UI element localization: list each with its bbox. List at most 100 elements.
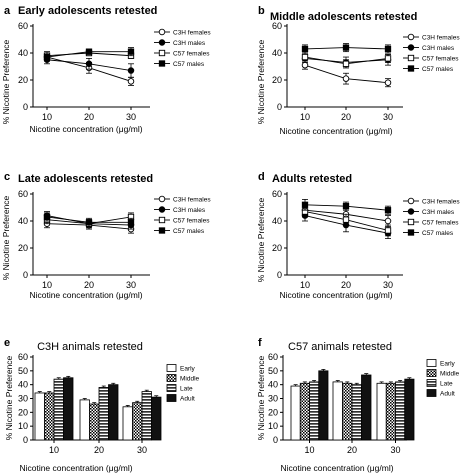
x-axis-label-c: Nicotine concentration (μg/ml) [29,290,142,300]
y-tick-label: 60 [272,21,282,31]
legend-label: Middle [180,375,200,382]
legend-swatch [166,374,177,382]
legend-marker [407,229,415,236]
panel-title-d: Adults retested [272,173,352,185]
legend-label: C3H females [422,198,460,205]
y-axis-label-f: % Nicotine Preference [256,355,266,440]
legend-label: Late [180,385,193,392]
panel-d: d Adults retested % Nicotine Preference … [256,171,460,300]
data-point [384,207,392,214]
legend-label: C3H males [422,45,455,52]
bar [385,382,396,441]
legend-swatch [166,394,177,402]
panel-a: a Early adolescents retested % Nicotine … [1,5,211,134]
y-tick-label: 0 [23,102,28,112]
legend-label: C57 males [422,230,454,237]
x-axis-label-f: Nicotine concentration (μg/ml) [280,463,393,473]
y-tick-label: 10 [18,421,28,431]
x-axis-label-d: Nicotine concentration (μg/ml) [279,290,392,300]
legend-label: C57 females [173,50,210,57]
data-point [301,53,309,61]
panel-title-c: Late adolescents retested [18,173,153,185]
legend-label: C3H males [173,207,206,214]
panel-b: b Middle adolescents retested % Nicotine… [256,5,460,136]
x-axis-label-b: Nicotine concentration (μg/ml) [279,126,392,136]
y-tick-label: 0 [23,435,28,445]
bar [122,406,133,441]
x-tick-label: 20 [341,112,351,122]
bar [361,374,372,441]
bar [299,382,310,441]
data-point [384,45,392,53]
legend-label: Adult [440,390,455,397]
plot-area-c: 0 20 40 60 10 20 30 C3H females C3H males C57 fem… [18,189,211,290]
y-tick-label: 60 [18,189,28,199]
bar [89,403,100,441]
legend-marker [158,49,166,57]
legend-label: C57 females [173,217,210,224]
legend-label: Adult [180,395,195,402]
x-tick-label: 10 [42,280,52,290]
data-point [43,53,51,61]
data-point [301,61,309,69]
legend-swatch [166,364,177,372]
y-tick-label: 60 [268,352,278,362]
bar [53,378,64,441]
bar [108,384,119,441]
bar [404,378,415,441]
x-tick-label: 30 [383,112,393,122]
legend-label: C3H females [173,29,211,36]
panel-letter-e: e [4,337,10,349]
y-tick-label: 60 [272,189,282,199]
y-tick-label: 0 [277,270,282,280]
panel-letter-c: c [4,171,10,183]
panel-title-f: C57 animals retested [288,341,392,353]
y-tick-label: 20 [272,75,282,85]
plot-area-b: 0 20 40 60 10 20 30 C3H females C3H males C57 fem… [272,21,460,122]
data-point [127,67,135,74]
legend-marker [407,54,415,62]
legend-marker [407,208,415,215]
legend-label: C57 males [422,66,454,73]
y-tick-label: 30 [268,394,278,404]
legend-marker [407,218,415,226]
y-tick-label: 0 [23,270,28,280]
data-point [127,48,135,55]
y-tick-label: 10 [268,421,278,431]
data-point [384,217,392,225]
legend-swatch [426,389,437,397]
panel-f: f C57 animals retested % Nicotine Prefer… [256,337,460,473]
data-point [342,216,350,223]
x-tick-label: 20 [94,445,104,455]
panel-title-b: Middle adolescents retested [270,11,417,23]
data-point [384,227,392,234]
y-tick-label: 30 [18,394,28,404]
legend-marker [158,216,166,224]
data-point [127,78,135,85]
y-tick-label: 20 [272,243,282,253]
y-tick-label: 20 [268,407,278,417]
y-axis-label-b: % Nicotine Preference [256,39,266,124]
legend-marker [158,227,166,234]
x-tick-label: 30 [126,112,136,122]
data-point [342,60,350,67]
legend-label: C57 females [422,55,459,62]
bar [290,385,301,441]
legend-swatch [166,384,177,392]
panel-title-a: Early adolescents retested [18,5,157,17]
bar [34,392,45,441]
data-point [43,213,51,221]
y-tick-label: 20 [18,243,28,253]
plot-area-e: 0 10 20 30 40 50 60 10 20 30 Early Middle Late Adult [18,352,200,455]
y-tick-label: 20 [18,407,28,417]
panel-letter-f: f [258,337,262,349]
legend-label: C3H males [422,209,455,216]
panel-e: e C3H animals retested % Nicotine Prefer… [4,337,200,473]
bar [132,402,143,441]
data-point [342,202,350,210]
x-tick-label: 10 [300,112,310,122]
x-axis-label-a: Nicotine concentration (μg/ml) [29,124,142,134]
x-tick-label: 10 [42,112,52,122]
data-point [342,44,350,51]
